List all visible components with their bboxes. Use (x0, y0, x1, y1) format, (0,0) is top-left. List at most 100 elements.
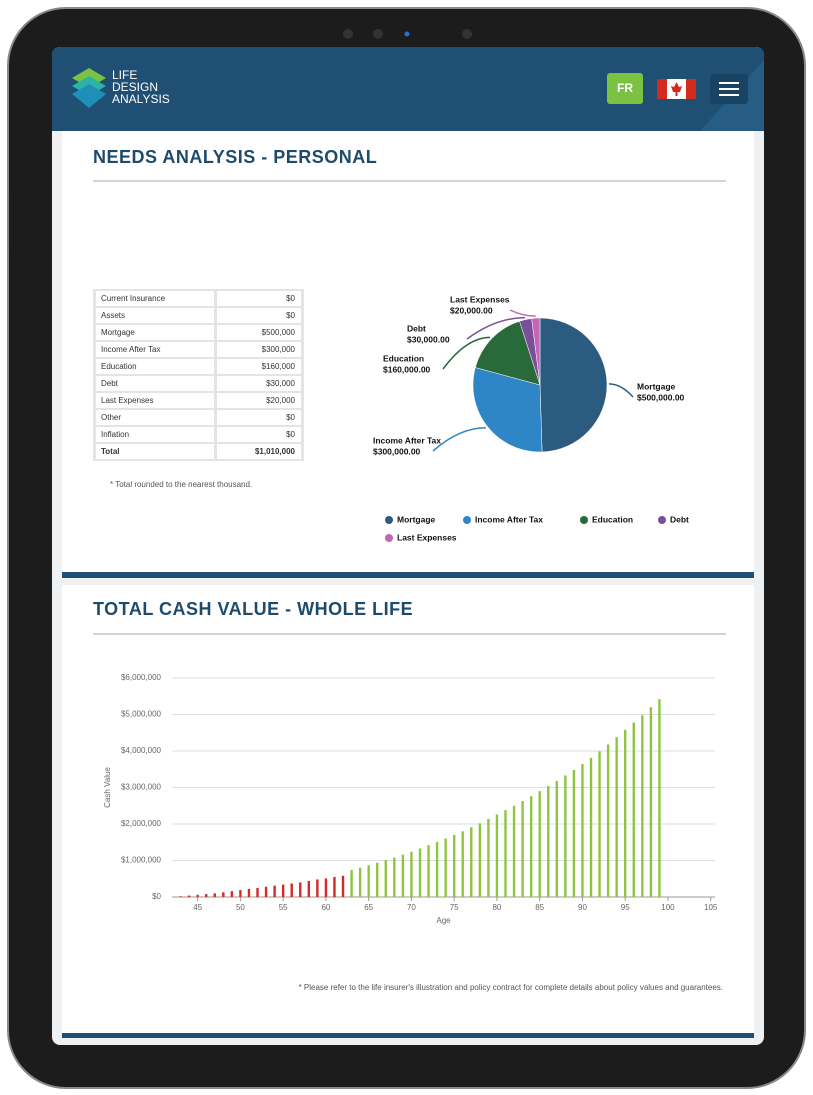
language-button-label[interactable]: FR (617, 81, 633, 95)
x-tick-label: 90 (578, 903, 587, 912)
y-tick-label: $3,000,000 (121, 783, 162, 792)
y-axis-title: Cash Value (103, 767, 112, 808)
legend-label: Income After Tax (475, 514, 543, 524)
language-button[interactable] (607, 73, 643, 104)
bar (512, 805, 516, 897)
y-tick-label: $6,000,000 (121, 673, 162, 682)
pie-slice (539, 317, 608, 453)
table-cell (96, 325, 214, 340)
section-title: TOTAL CASH VALUE - WHOLE LIFE (93, 599, 413, 619)
table-value: $0 (286, 294, 295, 303)
pie-slice (472, 367, 543, 453)
table-cell (217, 291, 301, 306)
bar (358, 867, 362, 897)
table-cell (217, 444, 301, 459)
bar (649, 707, 653, 897)
legend-marker (463, 516, 471, 524)
bar (435, 841, 439, 897)
x-tick-label: 95 (621, 903, 630, 912)
pie-label: Income After Tax (373, 435, 441, 445)
leader-line (466, 316, 526, 340)
table-label: Assets (101, 311, 125, 320)
bar (324, 878, 328, 897)
bar (427, 845, 430, 897)
section-title: NEEDS ANALYSIS - PERSONAL (93, 147, 377, 167)
camera (343, 29, 353, 39)
table-value: $20,000 (266, 396, 295, 405)
bar (205, 894, 208, 897)
x-tick-label: 55 (279, 903, 288, 912)
y-tick-label: $5,000,000 (121, 710, 162, 719)
table-value: $300,000 (262, 345, 296, 354)
bar (452, 834, 456, 897)
x-tick-label: 65 (364, 903, 373, 912)
leader-line (442, 336, 491, 370)
table-cell (96, 308, 214, 323)
pie-label: Mortgage (637, 381, 676, 391)
bar (555, 780, 559, 897)
bar (213, 893, 216, 897)
bar (504, 810, 507, 897)
logo-text: DESIGN (112, 80, 158, 94)
bar (239, 890, 242, 897)
bar (307, 880, 311, 897)
bar (222, 892, 225, 897)
bar (581, 764, 584, 897)
table-cell (96, 376, 214, 391)
table-label: Education (101, 362, 137, 371)
bar (299, 882, 302, 897)
flag-button[interactable] (657, 79, 696, 99)
bar (410, 851, 413, 897)
legend-label: Last Expenses (397, 532, 457, 542)
pie-label: Last Expenses (450, 294, 510, 304)
bar (230, 891, 234, 897)
table-cell (96, 342, 214, 357)
bar (641, 715, 644, 897)
menu-icon (719, 82, 739, 96)
table-cell (96, 444, 214, 459)
table-cell (96, 410, 214, 425)
x-tick-label: 85 (535, 903, 544, 912)
table-cell (217, 376, 301, 391)
y-tick-label: $1,000,000 (121, 856, 162, 865)
legend-label: Education (592, 514, 633, 524)
legend-marker (385, 516, 393, 524)
bar (290, 883, 293, 897)
bar (264, 886, 268, 897)
bar (495, 814, 499, 897)
bar (418, 848, 422, 897)
x-tick-label: 100 (661, 903, 675, 912)
card (62, 585, 754, 1038)
table-value: $160,000 (262, 362, 296, 371)
bar (179, 896, 182, 897)
bar (273, 885, 276, 897)
pie-value-label: $160,000.00 (383, 364, 431, 374)
pie-label: Debt (407, 323, 426, 333)
bar (615, 737, 618, 897)
bar (187, 895, 191, 897)
flag-band (686, 79, 696, 99)
bar (547, 786, 550, 897)
table: Current Insurance $0 Assets $0 Mortgage $500,… (93, 289, 304, 461)
card-border (62, 572, 754, 578)
bar (393, 857, 396, 897)
pie-value-label: $300,000.00 (373, 446, 421, 456)
bar (444, 838, 447, 897)
y-tick-label: $4,000,000 (121, 746, 162, 755)
y-tick-label: $0 (152, 892, 161, 901)
bar (487, 818, 490, 897)
card-border (62, 1033, 754, 1038)
pie-value-label: $20,000.00 (450, 305, 493, 315)
bar (521, 801, 524, 897)
legend-marker (385, 534, 393, 542)
table-value: $30,000 (266, 379, 295, 388)
camera (373, 29, 383, 39)
legend-marker (658, 516, 666, 524)
table-cell (96, 359, 214, 374)
leader-line (509, 309, 536, 317)
bar (658, 699, 661, 897)
y-tick-label: $2,000,000 (121, 819, 162, 828)
bar (316, 879, 319, 897)
